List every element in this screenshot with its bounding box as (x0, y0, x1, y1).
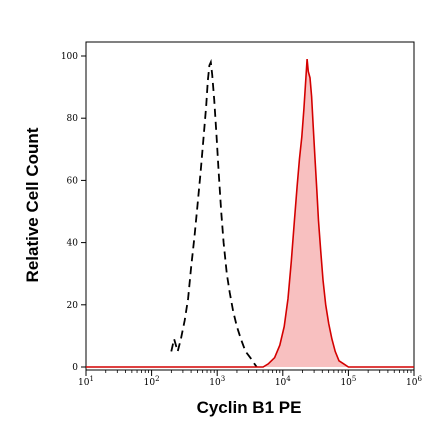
x-tick-label-10: 101 (78, 375, 94, 388)
y-tick-label-0: 0 (72, 363, 78, 373)
x-tick-label-1000000: 106 (406, 375, 422, 388)
series-0-line (170, 58, 258, 368)
x-tick-label-10000: 104 (275, 375, 291, 388)
y-tick-label-40: 40 (67, 239, 79, 249)
y-tick-label-100: 100 (61, 52, 78, 62)
y-tick-label-60: 60 (67, 176, 79, 186)
y-tick-label-20: 20 (67, 301, 79, 311)
x-tick-label-100000: 105 (340, 375, 356, 388)
y-tick-label-80: 80 (67, 114, 79, 124)
series-1-area (86, 59, 414, 367)
y-axis-label: Relative Cell Count (23, 127, 42, 282)
plot-area: 0 20 40 60 80 100 101 102 103 104 105 106 (61, 41, 422, 388)
x-tick-label-1000: 103 (209, 375, 225, 388)
plot-frame (85, 41, 415, 371)
x-axis-label: Cyclin B1 PE (197, 398, 302, 417)
x-tick-label-100: 102 (144, 375, 160, 388)
series-1-line (86, 59, 414, 368)
